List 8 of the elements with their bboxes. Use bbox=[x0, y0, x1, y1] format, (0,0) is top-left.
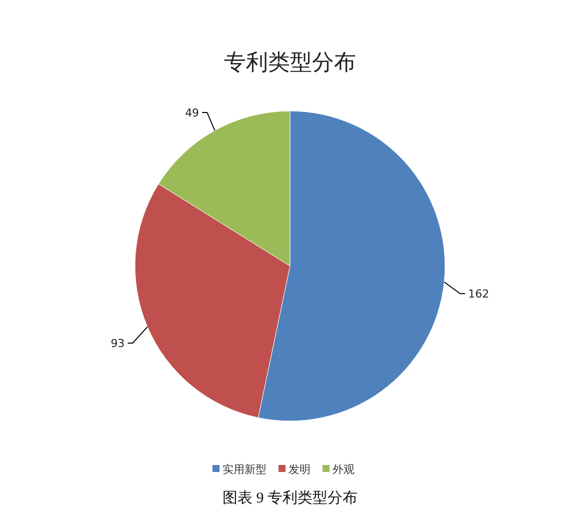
chart-title: 专利类型分布 bbox=[224, 50, 356, 76]
data-label: 162 bbox=[468, 287, 490, 300]
data-label: 93 bbox=[110, 336, 125, 350]
data-label: 49 bbox=[185, 106, 200, 120]
legend-label: 发明 bbox=[288, 462, 310, 476]
legend-label: 实用新型 bbox=[222, 462, 266, 476]
legend-label: 外观 bbox=[332, 462, 354, 476]
text: 图表 9 专利类型分布 bbox=[222, 489, 358, 506]
